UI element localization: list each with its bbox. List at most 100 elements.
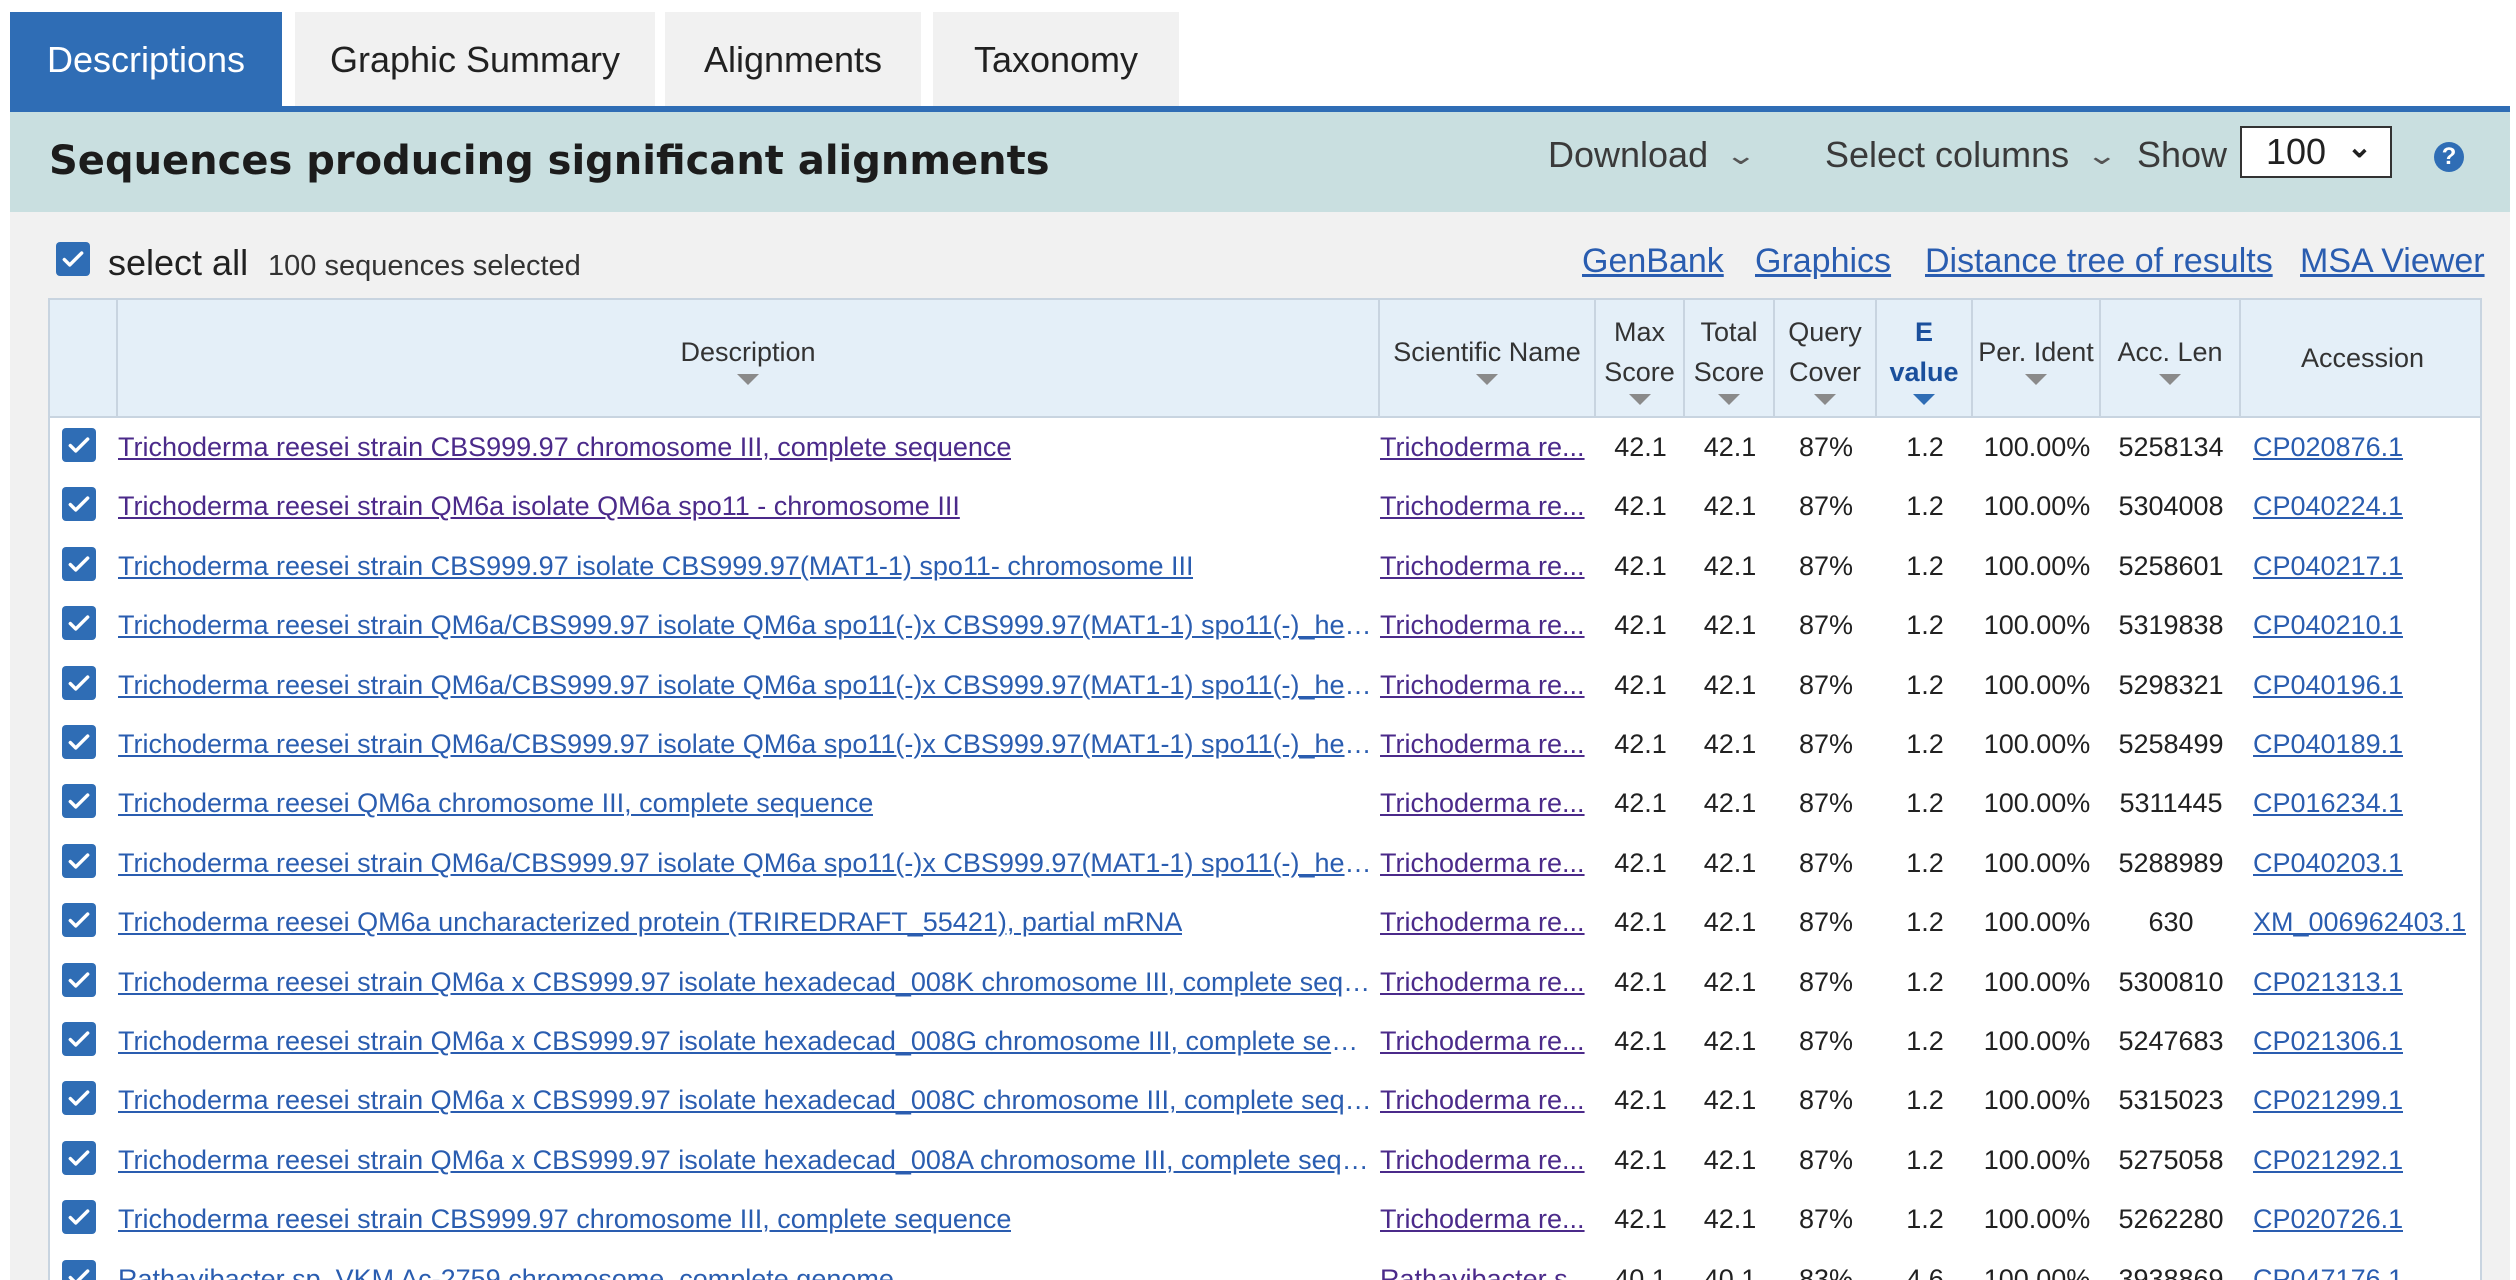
select-columns-dropdown[interactable]: Select columns ⌄ (1825, 134, 2118, 176)
accession-link[interactable]: CP020876.1 (2241, 418, 2480, 477)
description-link[interactable]: Trichoderma reesei strain QM6a/CBS999.97… (118, 834, 1380, 893)
query-cover-cell-text: 87% (1798, 1204, 1854, 1235)
scientific-name-link[interactable]: Trichoderma re... (1380, 1012, 1596, 1071)
tab-taxonomy[interactable]: Taxonomy (933, 12, 1179, 108)
tab-graphic-summary[interactable]: Graphic Summary (295, 12, 655, 108)
row-checkbox[interactable] (62, 546, 96, 581)
accession-link[interactable]: XM_006962403.1 (2241, 893, 2480, 952)
description-link[interactable]: Trichoderma reesei strain QM6a x CBS999.… (118, 1012, 1380, 1071)
accession-link[interactable]: CP047176.1 (2241, 1250, 2480, 1280)
scientific-name-link[interactable]: Trichoderma re... (1380, 834, 1596, 893)
accession-link[interactable]: CP021292.1 (2241, 1131, 2480, 1190)
description-link[interactable]: Rathayibacter sp. VKM Ac-2759 chromosome… (118, 1250, 1380, 1280)
row-checkbox[interactable] (62, 1022, 96, 1056)
row-checkbox[interactable] (62, 1140, 96, 1175)
per-ident-cell: 100.00% (1973, 1071, 2101, 1130)
scientific-name-link[interactable]: Trichoderma re... (1380, 953, 1596, 1012)
column-header-max-score[interactable]: Max Score (1596, 300, 1685, 416)
accession-link[interactable]: CP020726.1 (2241, 1190, 2480, 1249)
accession-link[interactable]: CP040196.1 (2241, 656, 2480, 715)
row-checkbox[interactable] (62, 1200, 96, 1235)
column-header-acc-len[interactable]: Acc. Len (2101, 300, 2241, 416)
query-cover-cell: 87% (1775, 1071, 1877, 1130)
row-checkbox[interactable] (62, 665, 96, 700)
acc-len-cell-text: 5258601 (2118, 550, 2224, 581)
scientific-name-link-text: Trichoderma re... (1380, 847, 1585, 878)
query-cover-cell: 87% (1775, 656, 1877, 715)
column-header-description[interactable]: Description (118, 300, 1380, 416)
row-checkbox[interactable] (62, 1259, 96, 1280)
row-checkbox[interactable] (62, 1081, 96, 1116)
row-checkbox[interactable] (62, 725, 96, 759)
accession-link[interactable]: CP016234.1 (2241, 774, 2480, 833)
row-checkbox[interactable] (62, 784, 96, 819)
acc-len-cell: 5288989 (2101, 834, 2241, 893)
description-link[interactable]: Trichoderma reesei strain QM6a isolate Q… (118, 477, 1380, 536)
accession-link[interactable]: CP040217.1 (2241, 537, 2480, 596)
scientific-name-link[interactable]: Trichoderma re... (1380, 418, 1596, 477)
description-link[interactable]: Trichoderma reesei QM6a chromosome III, … (118, 774, 1380, 833)
total-score-cell-text: 42.1 (1703, 491, 1757, 522)
scientific-name-link[interactable]: Trichoderma re... (1380, 1190, 1596, 1249)
row-checkbox[interactable] (62, 428, 96, 462)
scientific-name-link[interactable]: Trichoderma re... (1380, 656, 1596, 715)
column-header-query-cover[interactable]: Query Cover (1775, 300, 1877, 416)
total-score-cell-text: 42.1 (1703, 788, 1757, 819)
question-circle-icon[interactable]: ? (2434, 142, 2464, 172)
accession-link[interactable]: CP040203.1 (2241, 834, 2480, 893)
description-link[interactable]: Trichoderma reesei QM6a uncharacterized … (118, 893, 1380, 952)
scientific-name-link[interactable]: Trichoderma re... (1380, 1071, 1596, 1130)
scientific-name-link[interactable]: Trichoderma re... (1380, 774, 1596, 833)
accession-link[interactable]: CP040189.1 (2241, 715, 2480, 774)
column-header-e-value[interactable]: E value (1877, 300, 1973, 416)
row-checkbox[interactable] (62, 903, 96, 938)
select-all-checkbox[interactable] (56, 242, 90, 276)
checkmark-icon (68, 734, 90, 750)
accession-link[interactable]: CP040210.1 (2241, 596, 2480, 655)
description-link[interactable]: Trichoderma reesei strain QM6a x CBS999.… (118, 1131, 1380, 1190)
max-score-cell-text: 42.1 (1614, 1085, 1667, 1116)
description-link[interactable]: Trichoderma reesei strain QM6a x CBS999.… (118, 953, 1380, 1012)
distance-tree-link[interactable]: Distance tree of results (1925, 242, 2273, 280)
scientific-name-link[interactable]: Trichoderma re... (1380, 596, 1596, 655)
e-value-cell-text: 1.2 (1906, 610, 1944, 641)
column-header-scientific-name[interactable]: Scientific Name (1380, 300, 1596, 416)
scientific-name-link[interactable]: Trichoderma re... (1380, 537, 1596, 596)
row-checkbox[interactable] (62, 843, 96, 878)
accession-link[interactable]: CP021306.1 (2241, 1012, 2480, 1071)
tab-descriptions[interactable]: Descriptions (10, 12, 282, 108)
column-header-total-score[interactable]: Total Score (1685, 300, 1775, 416)
e-value-cell: 4.6 (1877, 1250, 1973, 1280)
total-score-cell: 42.1 (1685, 656, 1775, 715)
scientific-name-link[interactable]: Trichoderma re... (1380, 477, 1596, 536)
graphics-link[interactable]: Graphics (1755, 242, 1892, 280)
genbank-link[interactable]: GenBank (1582, 242, 1724, 280)
msa-viewer-link[interactable]: MSA Viewer (2300, 242, 2485, 280)
show-count-select[interactable]: 100 ⌄ (2240, 126, 2392, 178)
scientific-name-link[interactable]: Trichoderma re... (1380, 1131, 1596, 1190)
accession-link[interactable]: CP021313.1 (2241, 953, 2480, 1012)
column-header-accession[interactable]: Accession (2241, 300, 2480, 416)
scientific-name-link[interactable]: Rathayibacter s... (1380, 1250, 1596, 1280)
scientific-name-link[interactable]: Trichoderma re... (1380, 893, 1596, 952)
max-score-cell-text: 42.1 (1614, 788, 1667, 819)
description-link[interactable]: Trichoderma reesei strain CBS999.97 chro… (118, 418, 1380, 477)
row-checkbox[interactable] (62, 962, 96, 997)
acc-len-cell: 5304008 (2101, 477, 2241, 536)
description-link[interactable]: Trichoderma reesei strain QM6a/CBS999.97… (118, 715, 1380, 774)
description-link[interactable]: Trichoderma reesei strain QM6a x CBS999.… (118, 1071, 1380, 1130)
description-link[interactable]: Trichoderma reesei strain CBS999.97 isol… (118, 537, 1380, 596)
table-row: Trichoderma reesei strain QM6a x CBS999.… (50, 1131, 2480, 1190)
scientific-name-link[interactable]: Trichoderma re... (1380, 715, 1596, 774)
accession-link[interactable]: CP040224.1 (2241, 477, 2480, 536)
tab-alignments[interactable]: Alignments (665, 12, 921, 108)
description-link[interactable]: Trichoderma reesei strain QM6a/CBS999.97… (118, 596, 1380, 655)
download-dropdown[interactable]: Download ⌄ (1548, 134, 1757, 176)
row-checkbox[interactable] (62, 606, 96, 641)
description-link[interactable]: Trichoderma reesei strain QM6a/CBS999.97… (118, 656, 1380, 715)
row-checkbox[interactable] (62, 487, 96, 522)
max-score-cell: 42.1 (1596, 893, 1685, 952)
accession-link[interactable]: CP021299.1 (2241, 1071, 2480, 1130)
description-link[interactable]: Trichoderma reesei strain CBS999.97 chro… (118, 1190, 1380, 1249)
column-header-per-ident[interactable]: Per. Ident (1973, 300, 2101, 416)
